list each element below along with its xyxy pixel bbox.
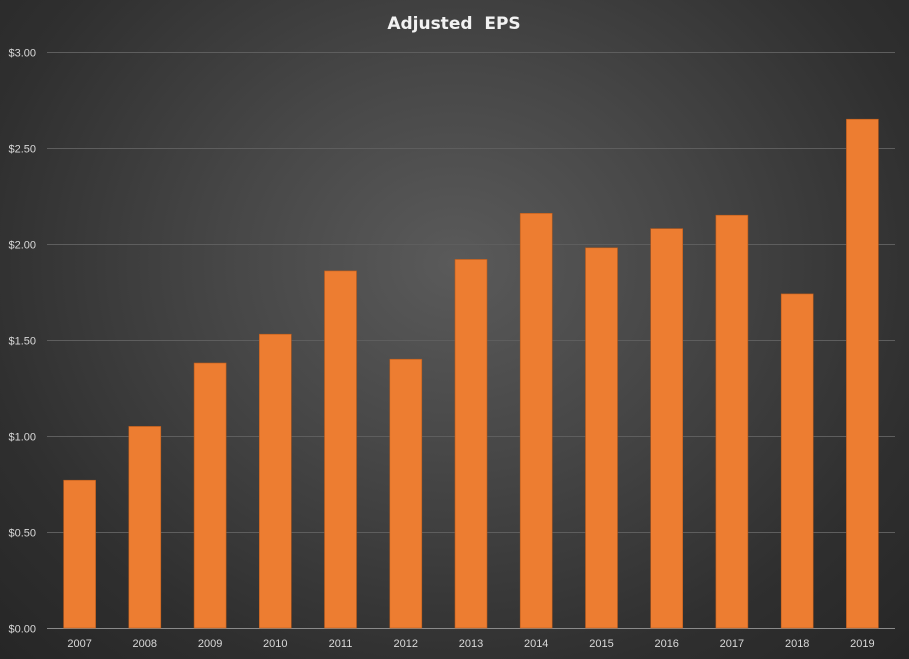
x-tick-label: 2016 [654, 638, 678, 650]
x-tick-label: 2019 [850, 638, 874, 650]
y-axis-labels: $0.00 $0.50 $1.00 $1.50 $2.00 $2.50 $3.00 [8, 48, 36, 636]
bar-2008 [128, 426, 162, 629]
bar-2010 [258, 333, 292, 629]
x-axis-labels: 2007 2008 2009 2010 2011 2012 2013 2014 2015 2016… [67, 638, 874, 650]
bar-2015 [585, 247, 618, 629]
x-tick-label: 2017 [720, 638, 744, 650]
bar-2009 [193, 362, 227, 629]
x-tick-label: 2009 [198, 638, 222, 650]
bar-2013 [454, 259, 488, 629]
chart-title: Adjusted EPS [387, 14, 520, 34]
bars [63, 118, 879, 629]
y-tick-label: $0.50 [8, 528, 36, 540]
y-tick-label: $2.50 [8, 144, 36, 156]
bar-2018 [780, 293, 814, 629]
bar-2007 [63, 479, 96, 629]
x-tick-label: 2011 [329, 638, 353, 650]
x-tick-label: 2014 [524, 638, 548, 650]
x-tick-label: 2008 [133, 638, 157, 650]
bar-2019 [846, 118, 879, 629]
x-tick-label: 2013 [459, 638, 483, 650]
y-tick-label: $2.00 [8, 240, 36, 252]
bar-2016 [650, 228, 684, 629]
y-tick-label: $3.00 [8, 48, 36, 60]
y-tick-label: $1.50 [8, 336, 36, 348]
x-tick-label: 2018 [785, 638, 809, 650]
x-tick-label: 2010 [263, 638, 287, 650]
x-tick-label: 2015 [589, 638, 613, 650]
x-tick-label: 2007 [67, 638, 91, 650]
y-tick-label: $0.00 [8, 624, 36, 636]
bar-2014 [519, 213, 553, 629]
bar-2011 [324, 270, 357, 629]
bar-2012 [389, 358, 423, 629]
x-tick-label: 2012 [394, 638, 418, 650]
bar-2017 [715, 214, 749, 629]
y-tick-label: $1.00 [8, 432, 36, 444]
